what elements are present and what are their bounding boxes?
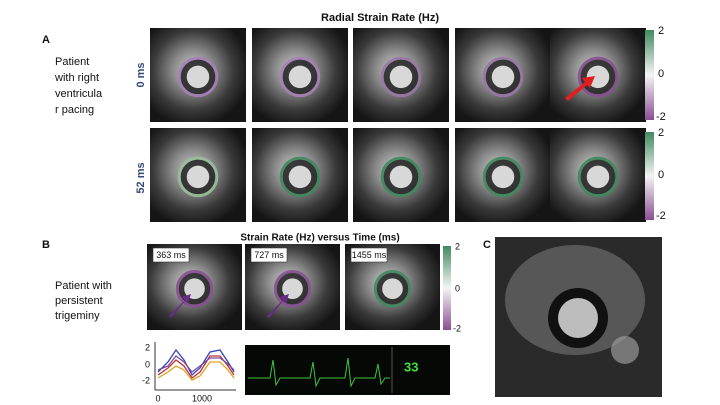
description: persistent — [55, 295, 103, 307]
colorbar-tick: 0 — [455, 283, 460, 293]
blood-pool — [288, 65, 312, 89]
panel-label: A — [42, 34, 50, 46]
label-box — [250, 247, 288, 263]
y-tick-label: 0 — [145, 359, 150, 369]
colorbar — [645, 30, 654, 120]
colorbar — [443, 246, 451, 330]
row-label: 52 ms — [135, 162, 147, 193]
blood-pool — [586, 65, 610, 89]
colorbar-tick: -2 — [656, 210, 666, 222]
blood-pool — [491, 165, 515, 189]
colorbar-tick: 0 — [658, 68, 664, 80]
image-grid: 363 ms 727 ms 1455 ms — [147, 28, 646, 330]
y-tick-label: -2 — [142, 375, 150, 385]
description: Patient with — [55, 280, 112, 292]
ecg-value: 33 — [404, 359, 418, 374]
description: trigeminy — [55, 310, 100, 322]
colorbar-tick: 2 — [658, 25, 664, 37]
colorbar-tick: -2 — [453, 323, 461, 333]
ecg-background — [245, 345, 450, 395]
row-label: 0 ms — [135, 62, 147, 87]
blood-pool — [184, 278, 205, 300]
description: with right — [54, 72, 99, 84]
frame-label: 727 ms — [254, 250, 284, 260]
blood-pool — [389, 65, 413, 89]
blood-pool — [288, 165, 312, 189]
description: Patient — [55, 56, 89, 68]
colorbar — [645, 132, 654, 220]
curve — [157, 348, 235, 377]
blood-pool — [186, 165, 210, 189]
curve — [157, 361, 235, 381]
blood-pool — [282, 278, 303, 300]
blood-pool — [558, 298, 598, 338]
panel-label: B — [42, 239, 50, 251]
arrow — [267, 294, 289, 318]
blood-pool — [389, 165, 413, 189]
arrow — [565, 76, 595, 101]
tissue — [611, 336, 639, 364]
colorbar-tick: -2 — [656, 111, 666, 123]
figure-title: Radial Strain Rate (Hz) — [321, 12, 439, 24]
label-box — [152, 247, 190, 263]
label-box — [350, 247, 388, 263]
ecg-monitor: 33 — [245, 345, 450, 395]
blood-pool — [491, 65, 515, 89]
strain-plot: 2 0 -2 0 1000 — [142, 342, 236, 403]
frame-label: 363 ms — [156, 250, 186, 260]
ecg-trace — [248, 357, 390, 388]
colorbar-tick: 2 — [658, 127, 664, 139]
image-c — [495, 237, 662, 397]
blood-pool — [586, 165, 610, 189]
colorbar-tick: 0 — [658, 169, 664, 181]
description: r pacing — [55, 104, 94, 116]
panel-label: C — [483, 239, 491, 251]
blood-pool — [186, 65, 210, 89]
y-tick-label: 2 — [145, 342, 150, 352]
blood-pool — [382, 278, 403, 300]
x-tick-label: 0 — [155, 393, 160, 403]
frame-label: 1455 ms — [352, 250, 387, 260]
description: ventricula — [55, 88, 103, 100]
x-tick-label: 1000 — [192, 393, 212, 403]
panel-title: Strain Rate (Hz) versus Time (ms) — [240, 233, 399, 244]
curve — [157, 355, 235, 373]
colorbar-tick: 2 — [455, 241, 460, 251]
arrow — [169, 294, 191, 318]
